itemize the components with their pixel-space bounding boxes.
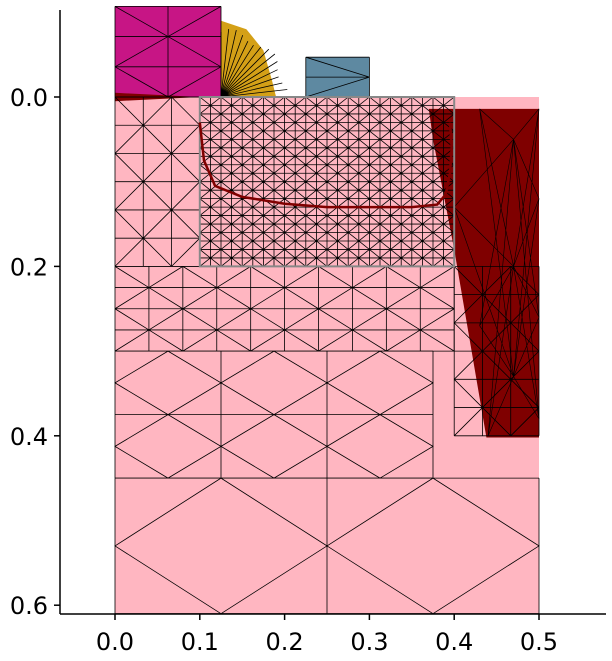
x-tick-label-1: 0.1 <box>181 628 219 656</box>
region-2 <box>221 20 277 97</box>
x-tick-label-5: 0.5 <box>520 628 558 656</box>
triangle-mesh <box>114 5 540 615</box>
y-tick-label-2: 0.4 <box>10 423 48 451</box>
mesh-mid-lines <box>114 266 455 352</box>
mesh-fine-lines <box>199 96 455 267</box>
mesh-fine <box>199 96 455 267</box>
mesh-darkred <box>453 108 540 436</box>
y-tick-label-0: 0.0 <box>10 84 48 112</box>
y-tick-label-3: 0.6 <box>10 592 48 620</box>
overlay-lines <box>198 96 456 268</box>
y-axis-ticks: 0.0 0.2 0.4 0.6 <box>10 84 60 620</box>
inner-box-outline <box>198 96 456 268</box>
mesh-lower-lines <box>114 350 434 479</box>
x-tick-label-3: 0.3 <box>350 628 388 656</box>
region-4 <box>428 108 539 438</box>
x-axis-ticks: 0.0 0.1 0.2 0.3 0.4 0.5 <box>96 614 558 656</box>
x-tick-label-2: 0.2 <box>266 628 304 656</box>
junction-curve <box>198 122 453 209</box>
axes: 0.0 0.1 0.2 0.3 0.4 0.5 0.0 0.2 0.4 0.6 <box>10 10 606 656</box>
x-tick-label-0: 0.0 <box>96 628 134 656</box>
mesh-lower <box>114 350 434 479</box>
mesh-fan <box>220 29 290 98</box>
y-tick-label-1: 0.2 <box>10 253 48 281</box>
mesh-fan-lines <box>220 29 290 98</box>
mesh-darkred-lines <box>453 108 540 436</box>
mesh-mid <box>114 266 455 352</box>
x-tick-label-4: 0.4 <box>435 628 473 656</box>
